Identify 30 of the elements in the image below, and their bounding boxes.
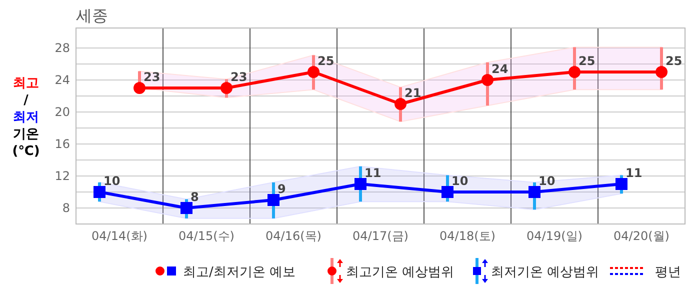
y-tick-label: 16 <box>54 137 70 151</box>
y-tick-label: 8 <box>62 201 70 215</box>
x-tick-label: 04/20(월) <box>614 229 670 243</box>
data-label: 8 <box>190 190 199 204</box>
y-tick-label: 24 <box>54 73 70 87</box>
data-label: 21 <box>404 86 422 100</box>
data-label: 23 <box>144 70 160 84</box>
data-label: 24 <box>492 62 508 76</box>
data-label: 25 <box>318 54 334 68</box>
y-axis-title: 최고/최저 기온 (℃) <box>12 76 40 159</box>
data-label: 11 <box>364 166 382 180</box>
chart-title: 세종 <box>76 6 108 25</box>
data-label: 10 <box>538 174 556 188</box>
data-label: 23 <box>230 70 248 84</box>
y-tick-label: 20 <box>54 105 70 119</box>
legend: 최고/최저기온 예보 최고기온 예상범위 최저기온 예상범위 평년 <box>156 258 681 284</box>
data-label: 10 <box>103 174 120 188</box>
data-label: 11 <box>625 166 642 180</box>
x-tick-label: 04/19(일) <box>526 229 582 243</box>
y-tick-label: 28 <box>54 41 70 55</box>
x-tick-label: 04/14(화) <box>92 229 148 243</box>
data-label: 9 <box>277 182 286 196</box>
y-tick-label: 12 <box>54 169 70 183</box>
data-label: 25 <box>578 54 596 68</box>
data-label: 10 <box>451 174 468 188</box>
x-tick-label: 04/17(금) <box>352 229 408 243</box>
x-tick-label: 04/16(목) <box>266 229 322 243</box>
x-tick-label: 04/18(토) <box>440 229 496 243</box>
x-tick-label: 04/15(수) <box>178 229 234 243</box>
data-label: 25 <box>666 54 682 68</box>
